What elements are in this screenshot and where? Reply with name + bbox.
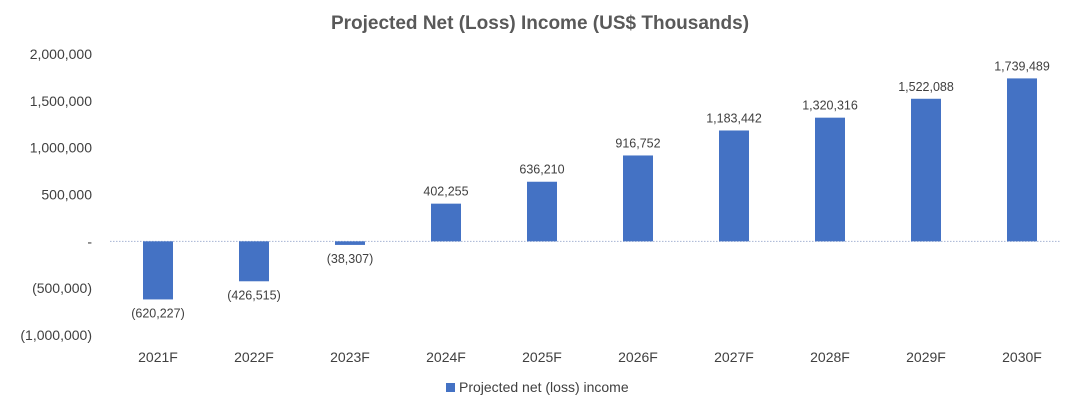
data-label: 1,320,316 [802, 99, 858, 113]
bar [1007, 78, 1037, 242]
data-label: 916,752 [615, 136, 660, 150]
data-label: 636,210 [519, 163, 564, 177]
data-label: 402,255 [423, 185, 468, 199]
y-tick-label: 1,500,000 [30, 93, 92, 109]
y-tick-label: - [87, 233, 92, 249]
x-axis: 2021F 2022F 2023F 2024F 2025F 2026F 2027F 2028F… [138, 349, 1042, 365]
y-tick-label: 500,000 [41, 187, 92, 203]
x-tick-label: 2030F [1002, 349, 1042, 365]
y-tick-label: 2,000,000 [30, 46, 92, 62]
data-label: 1,522,088 [898, 80, 954, 94]
bar [431, 203, 461, 242]
bar [239, 241, 269, 282]
bar [527, 181, 557, 242]
x-tick-label: 2024F [426, 349, 466, 365]
x-tick-label: 2029F [906, 349, 946, 365]
data-labels: (620,227) (426,515) (38,307) 402,255 636,210… [131, 59, 1050, 320]
legend-label: Projected net (loss) income [459, 379, 629, 395]
bar [719, 130, 749, 242]
y-tick-label: (500,000) [32, 280, 92, 296]
y-axis: 2,000,000 1,500,000 1,000,000 500,000 - (500,… [20, 46, 92, 343]
bar [815, 117, 845, 242]
bar [911, 98, 941, 242]
bar [623, 155, 653, 242]
bar [143, 241, 173, 300]
x-tick-label: 2028F [810, 349, 850, 365]
y-tick-label: (1,000,000) [20, 327, 92, 343]
legend-swatch [446, 383, 455, 392]
bar [335, 241, 365, 245]
data-label: 1,739,489 [994, 59, 1050, 73]
data-label: (426,515) [227, 288, 281, 302]
x-tick-label: 2026F [618, 349, 658, 365]
data-label: (620,227) [131, 306, 185, 320]
data-label: 1,183,442 [706, 111, 762, 125]
y-tick-label: 1,000,000 [30, 140, 92, 156]
x-tick-label: 2021F [138, 349, 178, 365]
x-tick-label: 2022F [234, 349, 274, 365]
legend: Projected net (loss) income [446, 379, 629, 395]
data-label: (38,307) [327, 252, 374, 266]
bar-series [143, 78, 1037, 300]
x-tick-label: 2023F [330, 349, 370, 365]
chart-title: Projected Net (Loss) Income (US$ Thousan… [331, 13, 749, 34]
x-tick-label: 2025F [522, 349, 562, 365]
x-tick-label: 2027F [714, 349, 754, 365]
